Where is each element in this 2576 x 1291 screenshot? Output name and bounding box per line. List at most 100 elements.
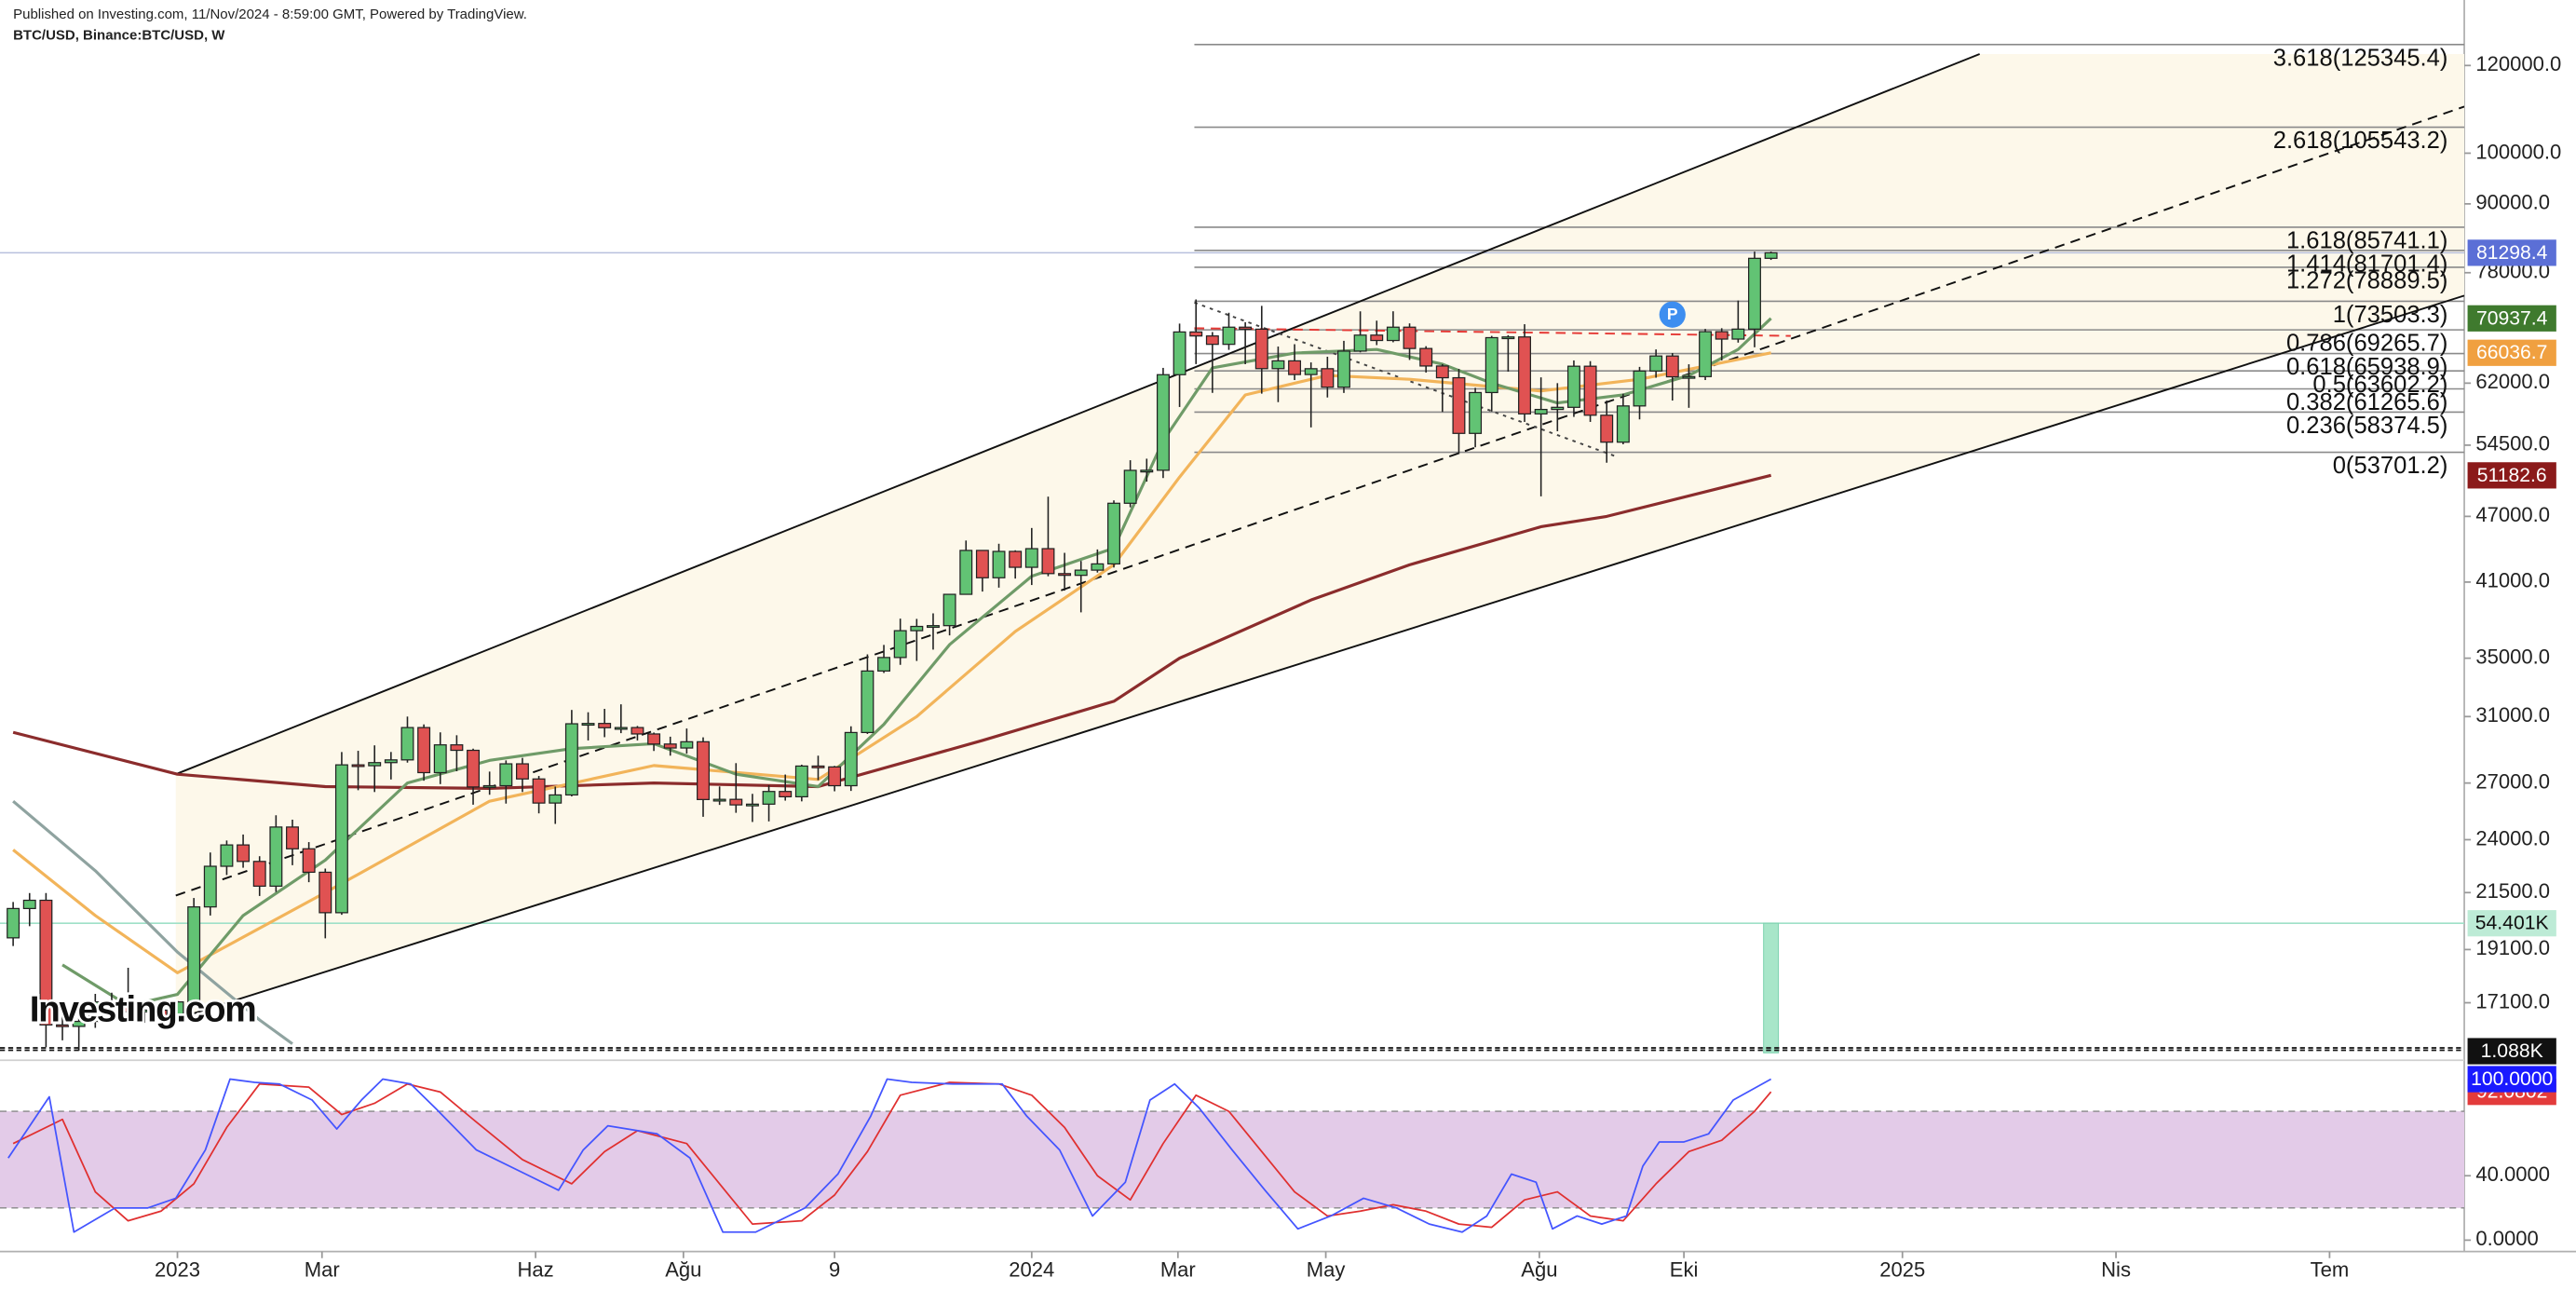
candle-body: [1321, 368, 1335, 388]
ma-tag-bg: [2467, 305, 2556, 332]
candle-body: [1748, 257, 1761, 330]
candle-body: [1222, 326, 1236, 346]
price-pane: [0, 44, 2465, 1053]
candle-body: [712, 798, 726, 802]
candle-body: [992, 550, 1006, 578]
candle-body: [1304, 368, 1318, 375]
candle-body: [779, 791, 793, 798]
fib-label: 2.618(105543.2): [2273, 128, 2448, 154]
candle-body: [1288, 360, 1302, 375]
candle-body: [88, 1001, 102, 1023]
fib-label: 1.618(85741.1): [2286, 228, 2447, 254]
candle-body: [549, 794, 563, 804]
candle-body: [1583, 365, 1597, 416]
volume-bar: [1763, 922, 1780, 1053]
candle-body: [1682, 375, 1696, 379]
candle-body: [170, 1001, 184, 1018]
candle-body: [203, 865, 217, 908]
candle-body: [302, 848, 316, 874]
candle-body: [1041, 548, 1055, 575]
symbol-label: BTC/USD, Binance:BTC/USD, W: [13, 28, 225, 44]
candle-body: [1731, 328, 1745, 340]
candle-body: [1633, 370, 1647, 407]
trendline: [175, 105, 2465, 897]
candle-body: [417, 727, 431, 774]
candle-body: [1123, 469, 1137, 504]
candle-body: [975, 550, 989, 578]
candle-body: [1239, 326, 1253, 331]
fib-label: 1.414(81701.4): [2286, 251, 2447, 277]
moving-average: [12, 799, 293, 1045]
y-tick-label: 90000.0: [2475, 191, 2550, 214]
fib-label: 0.618(65938.9): [2286, 354, 2447, 380]
ma-tag-bg: [2467, 462, 2556, 489]
candle-body: [1600, 414, 1614, 443]
y-tick-label: 47000.0: [2475, 503, 2550, 526]
trendline: [175, 294, 2465, 1020]
candle-body: [7, 907, 20, 939]
ma-tag-bg: [2467, 339, 2556, 366]
trendline: [1194, 301, 1619, 458]
candle-body: [499, 763, 513, 787]
candle-body: [1469, 391, 1483, 434]
candle-body: [334, 764, 348, 914]
candle-body: [680, 741, 694, 749]
candle-body: [368, 762, 382, 767]
candle-body: [581, 723, 595, 727]
candle-body: [154, 1009, 168, 1018]
stoch-tag: 100.0000: [2471, 1068, 2553, 1090]
x-tick-label: 9: [829, 1258, 840, 1282]
candle-body: [1205, 335, 1219, 346]
candle-body: [1074, 569, 1088, 577]
candle-body: [1140, 469, 1154, 473]
candle-body: [187, 906, 201, 1003]
ma-tag: 51182.6: [2477, 465, 2547, 486]
x-tick-label: May: [1307, 1258, 1346, 1282]
y-tick-label: 100000.0: [2475, 140, 2561, 163]
candle-body: [1616, 405, 1630, 443]
y-tick-label: 62000.0: [2475, 370, 2550, 393]
candle-body: [400, 727, 414, 761]
candle-body: [959, 550, 973, 595]
y-tick-label: 35000.0: [2475, 645, 2550, 668]
x-tick-label: Mar: [1160, 1258, 1196, 1282]
y-tick-label: 54500.0: [2475, 432, 2550, 455]
candle-body: [1386, 326, 1400, 342]
candle-body: [828, 766, 842, 787]
candle-body: [1403, 326, 1417, 349]
y-tick-label: 120000.0: [2475, 52, 2561, 75]
candle-body: [1189, 331, 1203, 337]
y-tick-label: 21500.0: [2475, 879, 2550, 903]
x-tick-label: Ağu: [665, 1258, 701, 1282]
candle-body: [614, 727, 628, 730]
candle-body: [1173, 331, 1186, 375]
candle-body: [1518, 336, 1531, 414]
candle-body: [1091, 563, 1105, 571]
candle-body: [1551, 406, 1565, 411]
candle-body: [515, 763, 529, 780]
fib-label: 0.236(58374.5): [2286, 413, 2447, 439]
y-tick-label: 24000.0: [2475, 826, 2550, 849]
candle-body: [39, 899, 53, 1026]
volume-tag-bg: [2467, 910, 2556, 937]
stoch-line: [7, 1078, 1772, 1233]
candle-body: [663, 743, 677, 749]
y-tick-label: 31000.0: [2475, 703, 2550, 727]
candle-body: [121, 1001, 135, 1012]
ma-tag: 66036.7: [2476, 342, 2547, 363]
candle-body: [237, 844, 251, 863]
stoch-tag-bg: [2467, 1066, 2556, 1093]
published-note: Published on Investing.com, 11/Nov/2024 …: [13, 7, 527, 22]
y-tick-label: 27000.0: [2475, 769, 2550, 793]
candle-body: [384, 759, 398, 764]
candle-body: [1452, 376, 1466, 434]
candle-body: [910, 625, 924, 632]
trendline: [1194, 327, 1791, 337]
stoch-tick-label: 40.0000: [2475, 1162, 2550, 1186]
candle-body: [877, 657, 891, 673]
moving-average: [12, 351, 1771, 974]
candle-body: [319, 871, 332, 914]
watermark: Investing.com: [30, 989, 256, 1029]
candle-body: [72, 1020, 86, 1027]
